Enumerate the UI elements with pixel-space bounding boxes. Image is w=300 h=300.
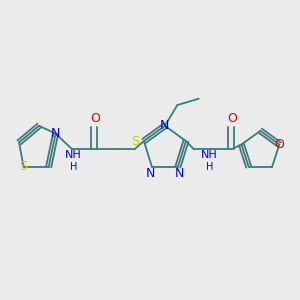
Text: O: O <box>274 138 284 151</box>
Text: N: N <box>146 167 156 180</box>
Text: O: O <box>227 112 237 125</box>
Text: NH: NH <box>201 151 218 160</box>
Text: N: N <box>160 119 170 132</box>
Text: S: S <box>20 160 28 173</box>
Text: O: O <box>90 112 100 125</box>
Text: N: N <box>51 127 60 140</box>
Text: H: H <box>70 162 77 172</box>
Text: H: H <box>206 162 213 172</box>
Text: NH: NH <box>65 151 82 160</box>
Text: S: S <box>131 135 140 148</box>
Text: N: N <box>174 167 184 180</box>
